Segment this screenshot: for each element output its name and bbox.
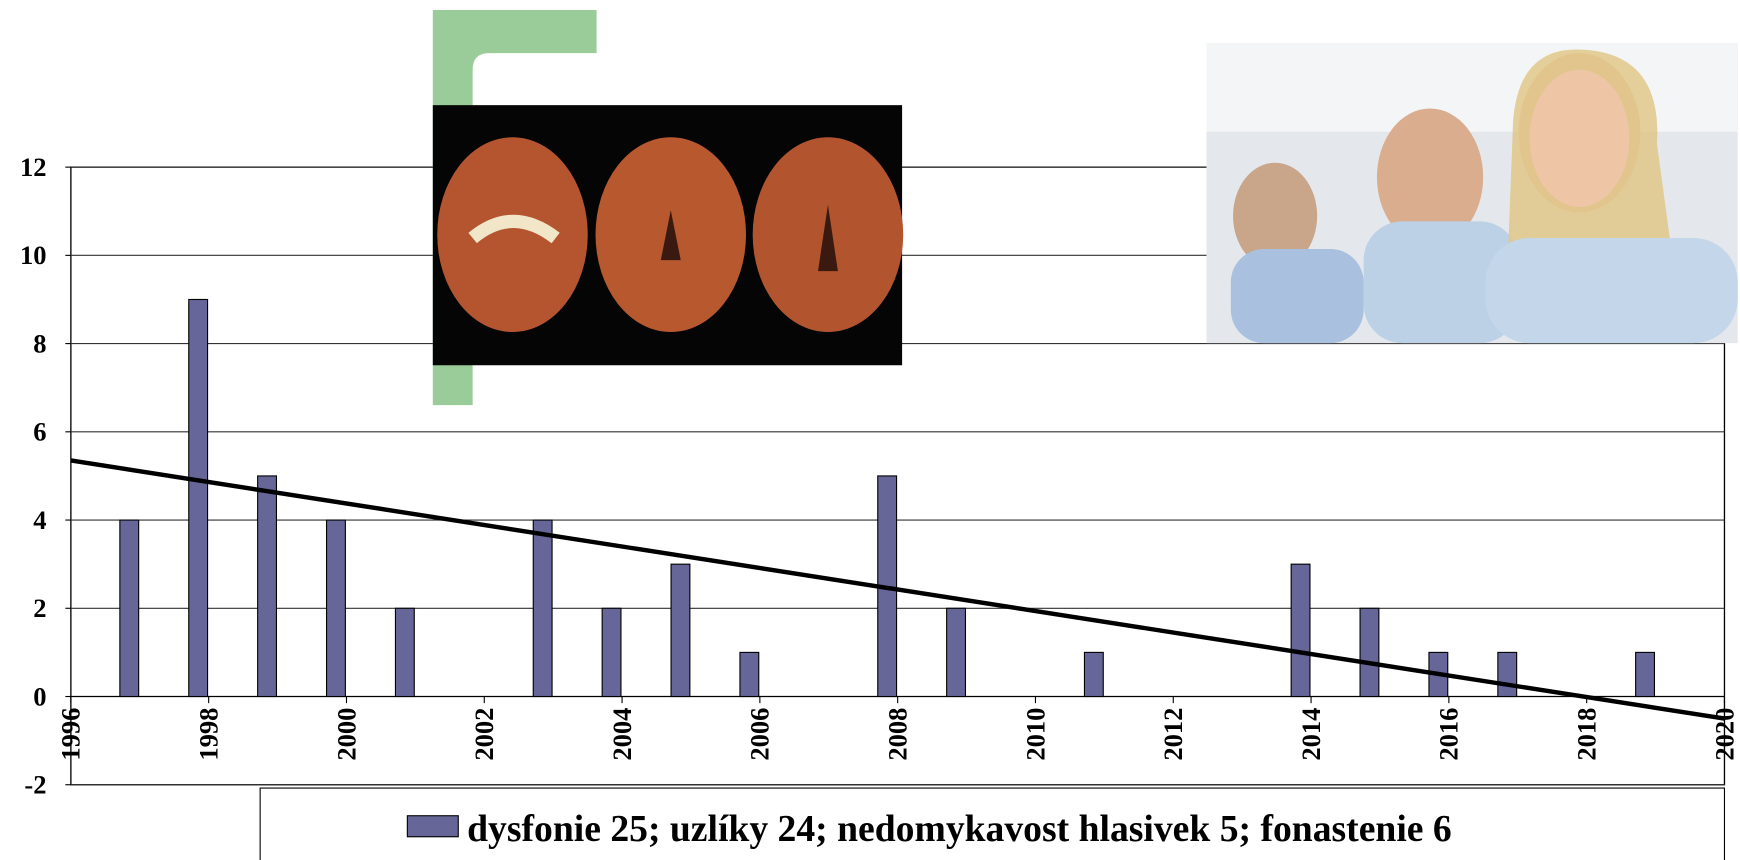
person-face — [1529, 69, 1630, 207]
bar — [1359, 607, 1380, 698]
larynx-detail — [817, 204, 838, 272]
bar — [1497, 651, 1518, 698]
larynx-picture — [432, 9, 904, 406]
larynx-detail — [468, 214, 560, 244]
x-tick-label: 1996 — [56, 708, 86, 761]
y-tick-label: 12 — [20, 152, 47, 182]
bar — [257, 475, 278, 698]
person — [1230, 249, 1364, 344]
trend-line — [70, 458, 1725, 721]
bar — [1290, 563, 1311, 698]
larynx-detail — [660, 210, 681, 261]
person — [1363, 221, 1519, 344]
y-tick-label: 10 — [20, 240, 47, 270]
legend-box — [259, 787, 1726, 860]
x-tick-label: 2006 — [745, 708, 775, 761]
y-tick-label: -2 — [24, 770, 46, 800]
x-tick-label: 2012 — [1158, 708, 1188, 761]
bar — [394, 607, 415, 698]
bar — [1083, 651, 1104, 698]
y-tick-label: 4 — [33, 505, 46, 535]
y-tick-label: 6 — [33, 417, 46, 447]
bar — [946, 607, 967, 698]
x-tick-label: 2000 — [331, 708, 361, 761]
plot-area: -2 0 2 4 6 8 10 12 1996 1998 2000 2002 2004 2006 2008 2… — [20, 152, 1739, 800]
legend: dysfonie 25; uzlíky 24; nedomykavost hla… — [259, 787, 1726, 860]
x-tick-label: 2010 — [1020, 708, 1050, 761]
bar — [670, 563, 691, 698]
bar — [1635, 651, 1656, 698]
bar — [325, 519, 346, 698]
y-tick-label: 8 — [33, 328, 46, 358]
bar — [739, 651, 760, 698]
photo-wall — [1206, 43, 1738, 132]
x-tick-label: 2008 — [883, 708, 913, 761]
y-tick-label: 2 — [33, 593, 46, 623]
x-tick-label: 1998 — [194, 708, 224, 761]
bar — [188, 298, 209, 698]
x-tick-label: 2002 — [469, 708, 499, 761]
bar — [532, 519, 553, 698]
legend-swatch — [406, 815, 459, 838]
bar — [119, 519, 140, 698]
call-center-picture — [1206, 43, 1738, 344]
larynx-view — [437, 137, 588, 333]
x-tick-label: 2016 — [1434, 708, 1464, 761]
x-tick-label: 2014 — [1296, 708, 1326, 761]
person — [1376, 108, 1484, 246]
x-tick-label: 2004 — [607, 708, 637, 761]
person — [1233, 162, 1318, 269]
bar — [601, 607, 622, 698]
y-tick-label: 0 — [33, 681, 46, 711]
x-tick-label: 2018 — [1572, 708, 1602, 761]
person — [1485, 237, 1738, 344]
legend-label: dysfonie 25; uzlíky 24; nedomykavost hla… — [467, 808, 1452, 850]
